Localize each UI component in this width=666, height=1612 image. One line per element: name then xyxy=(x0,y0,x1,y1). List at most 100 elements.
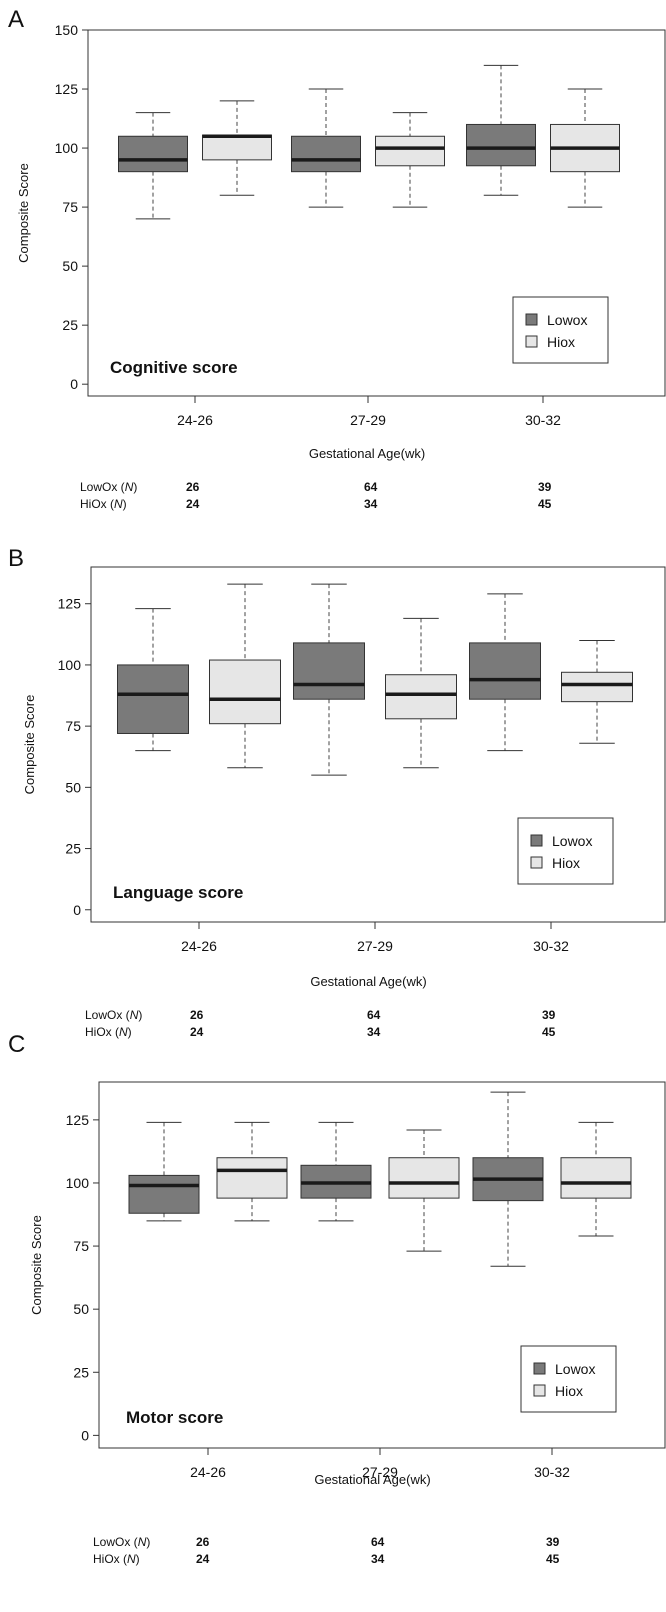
box-lowox-24-26 xyxy=(117,608,189,752)
box-iqr xyxy=(466,123,536,167)
y-tick-label: 25 xyxy=(62,317,78,333)
x-tick-label: 27-29 xyxy=(350,412,386,428)
box-hiox-30-32 xyxy=(561,639,633,744)
legend-label-hiox: Hiox xyxy=(555,1383,583,1399)
box-hiox-24-26 xyxy=(209,583,281,769)
legend-box xyxy=(512,296,609,364)
legend-label-lowox: Lowox xyxy=(547,312,587,328)
legend-swatch-lowox xyxy=(525,313,538,326)
y-axis-label: Composite Score xyxy=(16,163,31,263)
legend-box xyxy=(520,1345,617,1413)
y-axis-label: Composite Score xyxy=(29,1215,44,1315)
n-row-label: HiOx (N) xyxy=(93,1552,140,1566)
x-tick-label: 27-29 xyxy=(357,938,393,954)
x-axis-label: Gestational Age(wk) xyxy=(309,446,425,461)
y-tick-label: 50 xyxy=(62,258,78,274)
box-hiox-27-29 xyxy=(375,112,445,208)
plot-frame xyxy=(98,1081,666,1449)
legend-label-lowox: Lowox xyxy=(552,833,592,849)
box-lowox-30-32 xyxy=(472,1091,544,1267)
n-value-hiox: 45 xyxy=(542,1025,556,1039)
box-hiox-24-26 xyxy=(216,1121,288,1222)
legend-label-hiox: Hiox xyxy=(552,855,580,871)
n-row-label: HiOx (N) xyxy=(85,1025,132,1039)
box-iqr xyxy=(202,134,272,161)
n-table: LowOx (N) 26 64 39 HiOx (N) 24 34 45 xyxy=(85,1008,556,1039)
n-value-hiox: 34 xyxy=(367,1025,381,1039)
box-hiox-27-29 xyxy=(388,1129,460,1252)
plot-frame xyxy=(90,566,666,923)
box-lowox-27-29 xyxy=(293,583,365,776)
n-table: LowOx (N) 26 64 39 HiOx (N) 24 34 45 xyxy=(93,1535,560,1566)
y-tick-label: 100 xyxy=(66,1175,90,1191)
box-lowox-30-32 xyxy=(469,593,541,752)
panel-b: B 0 25 50 75 100 125 24-26 27-29 30-32 Composite S… xyxy=(8,545,666,1039)
box-iqr xyxy=(388,1157,460,1199)
y-tick-label: 75 xyxy=(73,1238,89,1254)
box-lowox-30-32 xyxy=(466,64,536,196)
score-title: Cognitive score xyxy=(110,358,238,377)
legend: Lowox Hiox xyxy=(512,296,609,364)
n-value-hiox: 24 xyxy=(196,1552,210,1566)
legend: Lowox Hiox xyxy=(520,1345,617,1413)
y-tick-label: 0 xyxy=(73,902,81,918)
n-value-lowox: 64 xyxy=(367,1008,381,1022)
legend: Lowox Hiox xyxy=(517,817,614,885)
y-tick-label: 0 xyxy=(70,376,78,392)
n-value-lowox: 39 xyxy=(538,480,552,494)
legend-swatch-hiox xyxy=(525,335,538,348)
n-value-lowox: 26 xyxy=(186,480,200,494)
box-hiox-27-29 xyxy=(385,617,457,769)
legend-swatch-hiox xyxy=(530,856,543,869)
x-tick-label: 30-32 xyxy=(534,1464,570,1480)
box-hiox-30-32 xyxy=(560,1121,632,1237)
n-row-label: LowOx (N) xyxy=(85,1008,142,1022)
x-axis-label: Gestational Age(wk) xyxy=(310,974,426,989)
y-tick-label: 75 xyxy=(62,199,78,215)
n-value-hiox: 24 xyxy=(186,497,200,511)
panel-letter: C xyxy=(8,1031,25,1058)
x-tick-label: 24-26 xyxy=(177,412,213,428)
box-iqr xyxy=(118,135,188,173)
score-title: Motor score xyxy=(126,1408,223,1427)
box-lowox-27-29 xyxy=(291,88,361,208)
box-iqr xyxy=(469,642,541,700)
y-tick-label: 125 xyxy=(66,1112,90,1128)
n-value-lowox: 64 xyxy=(364,480,378,494)
box-iqr xyxy=(375,135,445,167)
y-tick-label: 0 xyxy=(81,1427,89,1443)
box-hiox-24-26 xyxy=(202,100,272,196)
y-tick-label: 75 xyxy=(65,718,81,734)
y-tick-label: 125 xyxy=(58,596,82,612)
box-lowox-24-26 xyxy=(128,1121,200,1222)
x-axis-label: Gestational Age(wk) xyxy=(314,1472,430,1487)
n-value-lowox: 64 xyxy=(371,1535,385,1549)
x-tick-label: 30-32 xyxy=(525,412,561,428)
y-tick-label: 25 xyxy=(73,1364,89,1380)
legend-box xyxy=(517,817,614,885)
y-tick-label: 100 xyxy=(58,657,82,673)
n-value-hiox: 45 xyxy=(546,1552,560,1566)
score-title: Language score xyxy=(113,883,243,902)
legend-label-lowox: Lowox xyxy=(555,1361,595,1377)
y-tick-label: 50 xyxy=(65,779,81,795)
n-value-lowox: 26 xyxy=(196,1535,210,1549)
box-lowox-24-26 xyxy=(118,112,188,220)
box-iqr xyxy=(216,1157,288,1199)
n-value-hiox: 24 xyxy=(190,1025,204,1039)
n-value-hiox: 45 xyxy=(538,497,552,511)
legend-swatch-lowox xyxy=(530,834,543,847)
legend-swatch-lowox xyxy=(533,1362,546,1375)
y-tick-label: 100 xyxy=(55,140,79,156)
panel-letter: B xyxy=(8,545,24,572)
x-tick-label: 30-32 xyxy=(533,938,569,954)
box-iqr xyxy=(385,674,457,720)
box-iqr xyxy=(560,1157,632,1199)
legend-swatch-hiox xyxy=(533,1384,546,1397)
n-row-label: LowOx (N) xyxy=(93,1535,150,1549)
n-value-lowox: 39 xyxy=(542,1008,556,1022)
plot-frame xyxy=(87,29,666,397)
panel-c: C 0 25 50 75 100 125 24-26 27-29 30-32 Composite S… xyxy=(8,1031,666,1566)
y-tick-label: 50 xyxy=(73,1301,89,1317)
